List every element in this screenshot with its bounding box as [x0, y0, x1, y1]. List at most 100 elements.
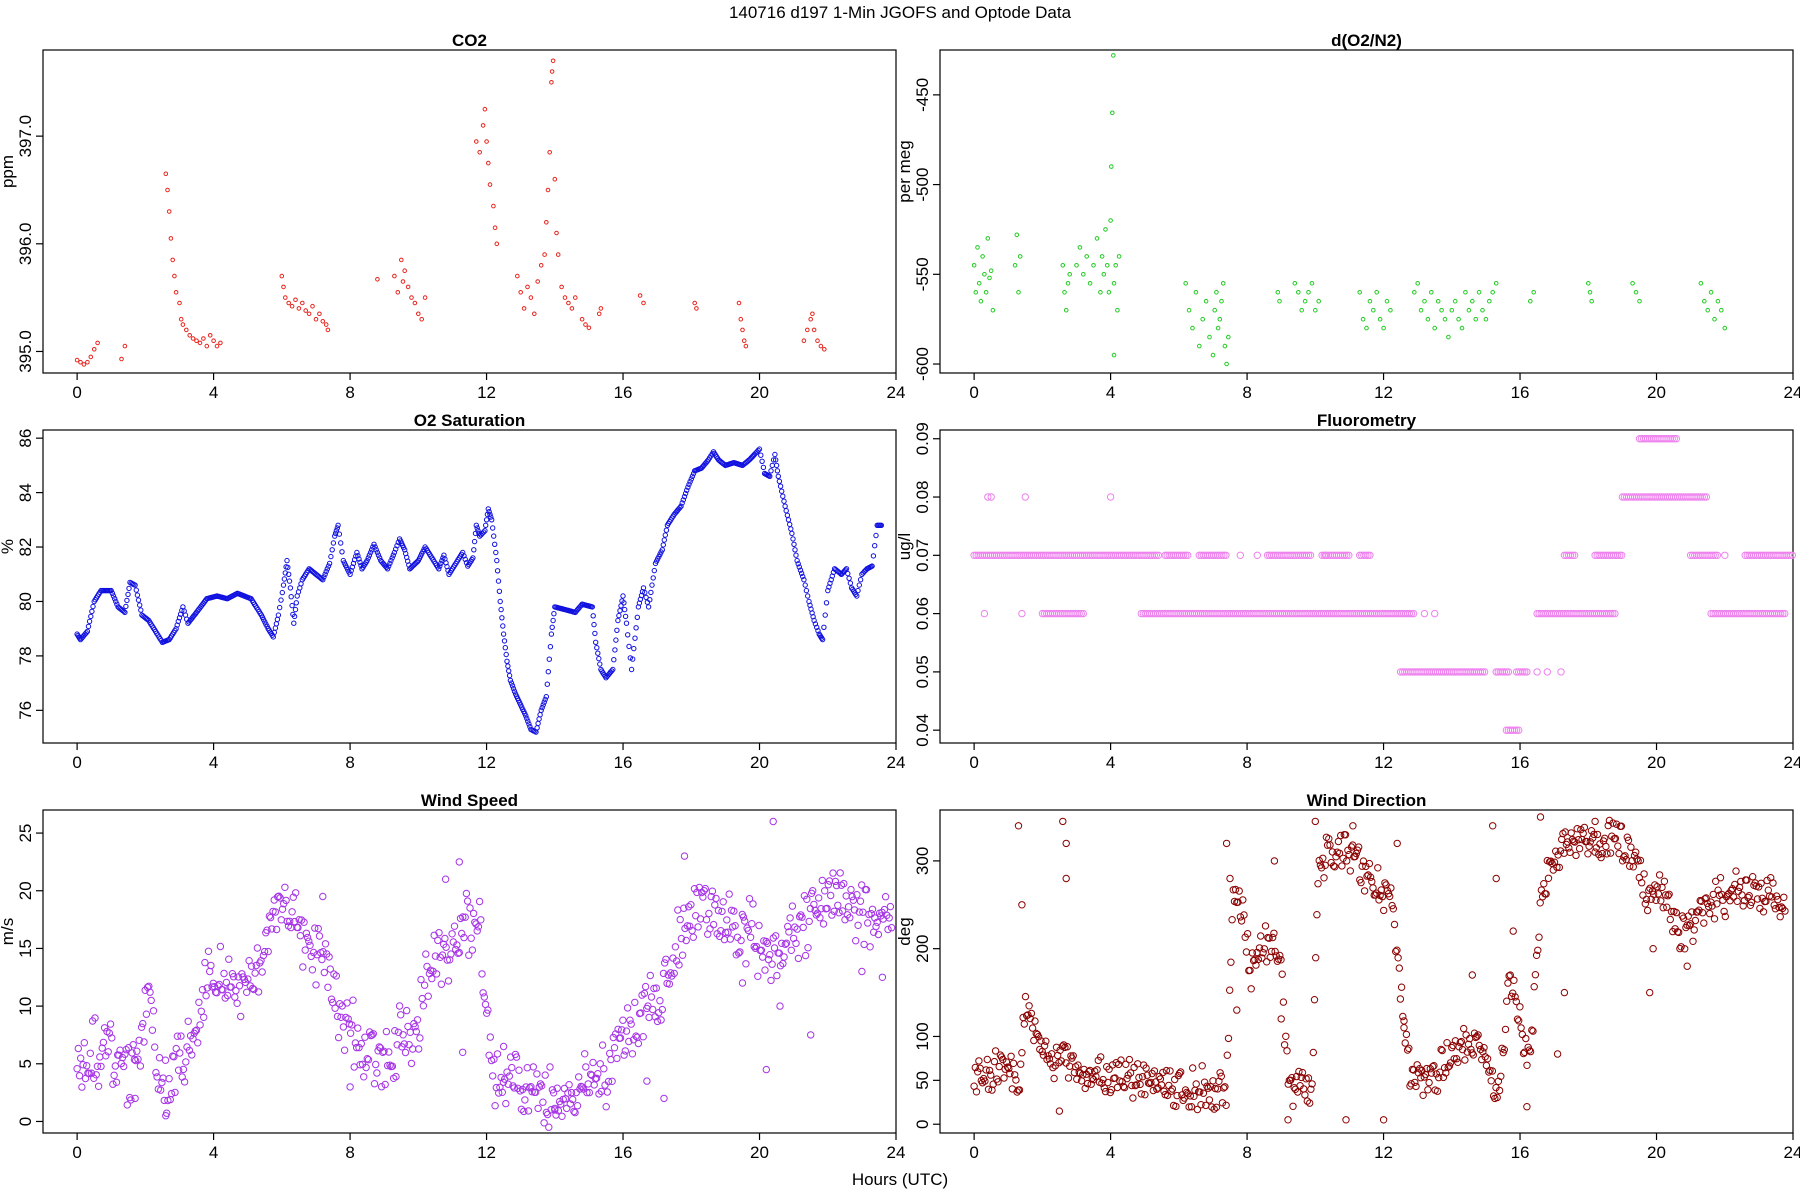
wdir-point	[991, 1047, 1000, 1055]
o2sat-point	[364, 557, 370, 564]
o2sat-point	[779, 488, 785, 494]
co2-point	[218, 340, 223, 346]
wspd-point	[313, 951, 321, 959]
o2sat-point	[546, 656, 552, 662]
wspd-point	[202, 992, 210, 1000]
o2n2-ytick-label: -500	[913, 168, 932, 202]
fluor-point	[1609, 609, 1617, 618]
wspd-point	[529, 1063, 537, 1071]
wspd-point	[400, 1040, 408, 1048]
wspd-point	[473, 927, 481, 935]
co2-point	[405, 284, 411, 290]
o2sat-point	[504, 658, 510, 664]
wdir-point	[1553, 863, 1561, 871]
o2sat-point	[511, 688, 518, 694]
fluor-point	[1366, 551, 1374, 559]
wdir-point	[1113, 1083, 1122, 1092]
o2sat-point	[495, 578, 502, 584]
wspd-point	[631, 998, 639, 1007]
o2sat-point	[349, 564, 356, 570]
o2sat-point	[649, 582, 655, 588]
wspd-point	[334, 1033, 343, 1042]
wspd-point	[75, 1072, 84, 1080]
wspd-point	[80, 1039, 89, 1047]
wspd-point	[853, 891, 861, 899]
o2sat-point	[825, 587, 831, 594]
o2sat-point	[485, 506, 491, 512]
wspd-point	[438, 951, 447, 959]
o2sat-point	[486, 509, 492, 515]
o2sat-point	[755, 447, 761, 454]
o2n2-point	[980, 254, 985, 259]
wspd-point	[680, 904, 688, 912]
wdir-point	[1039, 1051, 1048, 1059]
co2-point	[815, 338, 820, 344]
o2sat-point	[780, 493, 786, 499]
wdir-point	[1652, 896, 1660, 904]
o2sat-point	[684, 487, 690, 493]
wdir-point	[1472, 1033, 1480, 1042]
o2sat-point	[391, 549, 398, 556]
o2n2-point	[1104, 263, 1110, 268]
o2sat-point	[322, 571, 328, 577]
co2-point	[822, 347, 827, 352]
wdir-point	[1510, 976, 1518, 984]
o2sat-point	[325, 563, 332, 569]
co2-xtick-label: 16	[614, 383, 633, 402]
o2sat-point	[285, 564, 291, 571]
wspd-point	[545, 1123, 553, 1131]
o2n2-point	[1197, 343, 1202, 349]
co2-ylabel: ppm	[0, 155, 17, 188]
o2n2-point	[1715, 298, 1721, 304]
o2n2-point	[1210, 352, 1216, 358]
wspd-point	[541, 1071, 549, 1079]
wspd-point	[827, 891, 835, 900]
wdir-point	[1569, 837, 1578, 845]
wspd-point	[309, 948, 318, 957]
o2sat-point	[475, 528, 481, 534]
o2sat-point	[596, 655, 602, 662]
wspd-point	[407, 1059, 416, 1068]
o2sat-point	[471, 538, 478, 545]
o2sat-point	[365, 555, 371, 561]
o2sat-point	[815, 628, 821, 634]
wdir-point	[1617, 822, 1626, 830]
wdir-point	[1203, 1082, 1211, 1090]
co2-point	[492, 225, 498, 230]
wdir-point	[1405, 1044, 1413, 1053]
o2n2-point	[1299, 307, 1304, 313]
wdir-point	[1402, 1030, 1411, 1039]
wdir-point	[1390, 920, 1399, 929]
wdir-point	[1397, 983, 1406, 991]
wspd-point	[73, 1065, 81, 1073]
wdir-point	[1363, 872, 1371, 880]
o2sat-ytick-label: 86	[16, 429, 35, 448]
wspd-point	[185, 1046, 194, 1055]
wdir-marks	[970, 813, 1789, 1124]
wdir-point	[1303, 1097, 1312, 1105]
wspd-point	[868, 905, 877, 913]
co2-point	[300, 300, 305, 306]
wdir-point	[1320, 874, 1328, 882]
wspd-point	[237, 1012, 245, 1021]
wspd-point	[462, 889, 471, 898]
wspd-xtick-label: 8	[345, 1143, 354, 1162]
wdir-point	[1648, 887, 1657, 895]
wdir-point	[1050, 1074, 1058, 1083]
wdir-point	[1222, 839, 1231, 848]
wspd-point	[142, 1010, 151, 1018]
wspd-point	[619, 1016, 627, 1024]
wdir-xtick-label: 8	[1242, 1143, 1251, 1162]
co2-point	[172, 273, 177, 279]
o2sat-point	[787, 521, 793, 528]
wdir-point	[1639, 891, 1647, 899]
wdir-point	[1643, 906, 1652, 915]
wspd-point	[254, 988, 263, 996]
wdir-point	[1592, 844, 1601, 852]
fluor-point	[1672, 435, 1681, 443]
co2-point	[596, 311, 602, 317]
wspd-point	[375, 1043, 383, 1051]
wdir-point	[1411, 1078, 1419, 1087]
o2sat-point	[133, 587, 140, 593]
wdir-point	[1704, 902, 1713, 911]
